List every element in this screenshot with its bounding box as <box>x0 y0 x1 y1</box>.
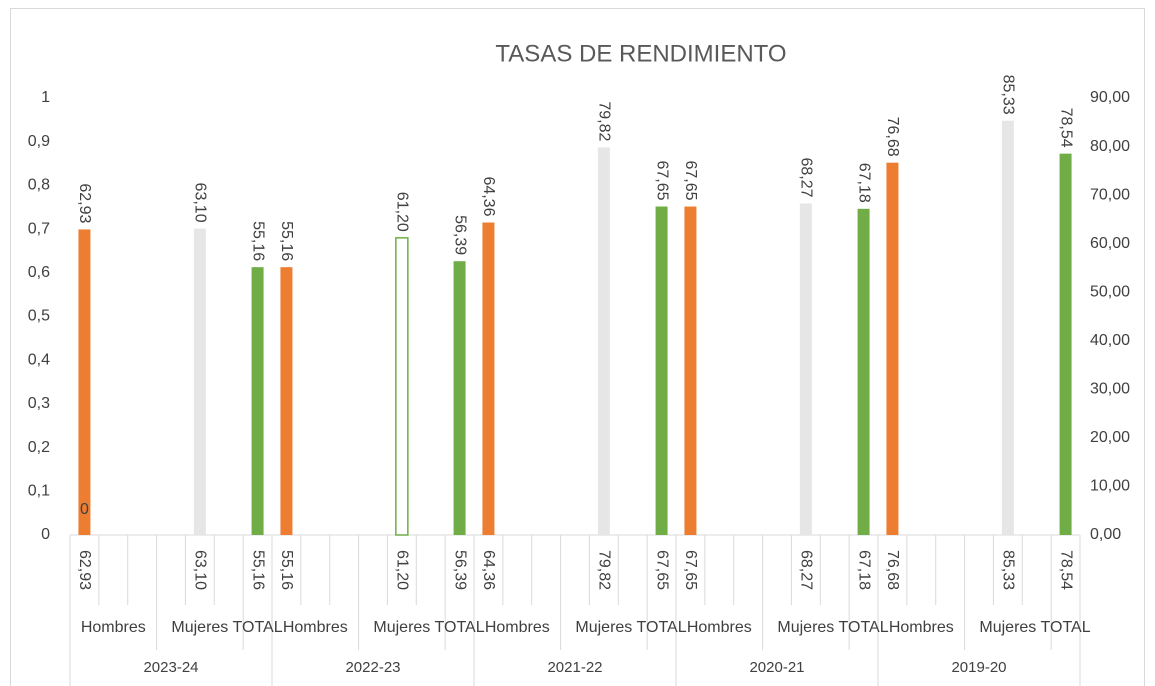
bar <box>280 267 293 535</box>
x-tick-label: 63,10 <box>192 550 209 590</box>
value-label: 61,20 <box>394 192 411 232</box>
group-label: Mujeres <box>777 619 834 636</box>
x-tick-label: 79,82 <box>596 550 613 590</box>
y-tick-label: 0,7 <box>28 220 50 237</box>
x-tick-label: 62,93 <box>76 550 93 590</box>
year-label: 2021-22 <box>547 659 602 676</box>
bar <box>655 206 668 535</box>
y-tick-label: 0,8 <box>28 177 50 194</box>
chart-frame <box>10 8 1145 686</box>
group-label: Mujeres <box>373 619 430 636</box>
value-label: 67,18 <box>855 163 872 203</box>
bar <box>1001 120 1014 535</box>
year-label: 2022-23 <box>345 659 400 676</box>
group-label: Hombres <box>485 619 550 636</box>
x-tick-label: 85,33 <box>1000 550 1017 590</box>
y-tick-label: 0,3 <box>28 395 50 412</box>
value-label: 76,68 <box>884 117 901 157</box>
x-tick-label: 68,27 <box>798 550 815 590</box>
year-label: 2020-21 <box>749 659 804 676</box>
y2-tick-label: 50,00 <box>1090 283 1130 300</box>
y2-tick-label: 90,00 <box>1090 89 1130 106</box>
bar <box>482 222 495 535</box>
y-tick-label: 1 <box>41 89 50 106</box>
value-label: 56,39 <box>451 215 468 255</box>
value-label: 55,16 <box>249 221 266 261</box>
x-tick-label: 76,68 <box>884 550 901 590</box>
y-tick-label: 0,2 <box>28 439 50 456</box>
y-tick-label: 0,9 <box>28 133 50 150</box>
x-tick-label: 67,65 <box>682 550 699 590</box>
group-label: Hombres <box>687 619 752 636</box>
group-label: Mujeres <box>171 619 228 636</box>
y2-tick-label: 70,00 <box>1090 186 1130 203</box>
x-tick-label: 61,20 <box>394 550 411 590</box>
value-label: 85,33 <box>1000 75 1017 115</box>
value-label: 55,16 <box>278 221 295 261</box>
group-label: TOTAL <box>839 619 889 636</box>
x-tick-label: 56,39 <box>451 550 468 590</box>
y2-tick-label: 20,00 <box>1090 429 1130 446</box>
value-label: 68,27 <box>798 157 815 197</box>
x-tick-label: 67,65 <box>653 550 670 590</box>
group-label: Hombres <box>81 619 146 636</box>
y2-tick-label: 30,00 <box>1090 381 1130 398</box>
group-label: Hombres <box>283 619 348 636</box>
value-label: 0 <box>80 501 89 518</box>
x-tick-label: 67,18 <box>855 550 872 590</box>
value-label: 67,65 <box>653 160 670 200</box>
y2-tick-label: 60,00 <box>1090 235 1130 252</box>
year-label: 2019-20 <box>951 659 1006 676</box>
x-tick-label: 64,36 <box>480 550 497 590</box>
value-label: 62,93 <box>76 183 93 223</box>
group-label: TOTAL <box>233 619 283 636</box>
y2-tick-label: 80,00 <box>1090 138 1130 155</box>
y-tick-label: 0,5 <box>28 308 50 325</box>
y2-tick-label: 0,00 <box>1090 526 1121 543</box>
y-tick-label: 0,1 <box>28 483 50 500</box>
group-label: Mujeres <box>979 619 1036 636</box>
chart-title: TASAS DE RENDIMIENTO <box>495 40 786 67</box>
group-label: TOTAL <box>637 619 687 636</box>
y-tick-label: 0 <box>41 526 50 543</box>
x-tick-label: 78,54 <box>1057 550 1074 590</box>
value-label: 78,54 <box>1057 108 1074 148</box>
bar <box>395 237 409 536</box>
bar <box>251 267 264 535</box>
value-label: 64,36 <box>480 176 497 216</box>
value-label: 67,65 <box>682 160 699 200</box>
bar <box>799 203 812 535</box>
y-tick-label: 0,6 <box>28 264 50 281</box>
year-label: 2023-24 <box>143 659 198 676</box>
bar <box>453 261 466 535</box>
group-label: TOTAL <box>1041 619 1091 636</box>
y2-tick-label: 10,00 <box>1090 478 1130 495</box>
bar <box>597 147 610 535</box>
bar <box>78 229 91 536</box>
x-tick-label: 55,16 <box>278 550 295 590</box>
group-label: Hombres <box>889 619 954 636</box>
bar <box>857 208 870 535</box>
value-label: 79,82 <box>596 101 613 141</box>
y2-tick-label: 40,00 <box>1090 332 1130 349</box>
group-label: TOTAL <box>435 619 485 636</box>
bar <box>886 162 899 535</box>
x-tick-label: 55,16 <box>249 550 266 590</box>
group-label: Mujeres <box>575 619 632 636</box>
bar <box>193 228 206 535</box>
y-tick-label: 0,4 <box>28 351 50 368</box>
value-label: 63,10 <box>192 183 209 223</box>
bar <box>684 206 697 535</box>
bar <box>1059 153 1072 536</box>
